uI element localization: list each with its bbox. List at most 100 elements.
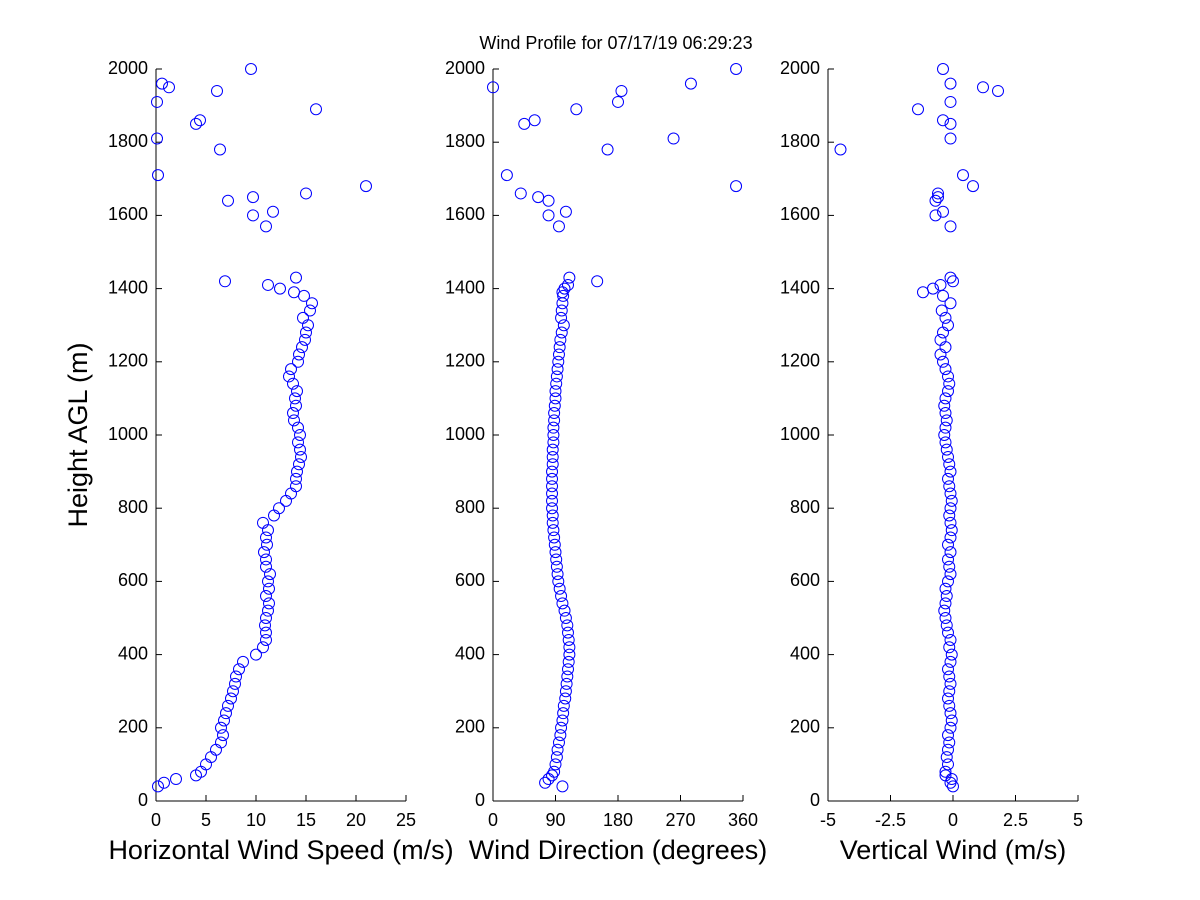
scatter-point <box>194 114 206 127</box>
scatter-point <box>554 729 567 742</box>
x-tick-label: 5 <box>1073 810 1083 830</box>
y-tick-label: 1400 <box>108 277 148 297</box>
scatter-point <box>939 436 952 449</box>
scatter-point <box>500 169 513 182</box>
x-tick-label: 10 <box>246 810 266 830</box>
scatter-point <box>292 421 304 434</box>
scatter-point <box>942 663 954 676</box>
scatter-point <box>942 538 954 551</box>
scatter-point <box>944 297 957 310</box>
scatter-point <box>296 341 308 354</box>
scatter-point <box>942 553 954 566</box>
scatter-point <box>546 458 559 471</box>
scatter-point <box>945 524 958 537</box>
scatter-point <box>562 626 574 639</box>
scatter-point <box>546 472 559 485</box>
scatter-point <box>945 773 958 786</box>
scatter-point <box>944 707 957 720</box>
y-tick-label: 1200 <box>780 351 820 371</box>
scatter-point <box>942 729 954 742</box>
x-axis-label: Vertical Wind (m/s) <box>840 835 1067 865</box>
scatter-point <box>548 765 561 778</box>
scatter-point <box>551 363 564 376</box>
x-tick-label: 270 <box>665 810 695 830</box>
scatter-point <box>222 699 234 712</box>
y-tick-label: 1000 <box>780 424 820 444</box>
scatter-point <box>561 670 574 683</box>
scatter-point <box>944 677 957 690</box>
scatter-point <box>163 81 175 94</box>
scatter-point <box>261 538 273 551</box>
scatter-point <box>290 271 302 284</box>
scatter-point <box>944 546 957 559</box>
scatter-point <box>220 707 232 720</box>
scatter-point <box>940 619 953 632</box>
y-tick-label: 0 <box>810 790 820 810</box>
scatter-point <box>944 77 957 90</box>
scatter-point <box>938 604 951 617</box>
y-tick-label: 1200 <box>108 351 148 371</box>
scatter-point <box>532 191 545 204</box>
scatter-point <box>939 392 952 405</box>
scatter-point <box>546 443 559 456</box>
scatter-point <box>257 516 269 529</box>
scatter-point <box>219 275 231 288</box>
scatter-point <box>290 480 302 493</box>
scatter-point <box>549 392 562 405</box>
y-tick-label: 1800 <box>780 131 820 151</box>
scatter-point <box>944 516 957 529</box>
scatter-point <box>294 443 306 456</box>
x-tick-label: 180 <box>603 810 633 830</box>
scatter-point <box>559 205 572 218</box>
scatter-point <box>260 626 272 639</box>
scatter-point <box>939 421 952 434</box>
scatter-point <box>550 377 563 390</box>
scatter-point <box>547 524 560 537</box>
scatter-point <box>555 721 568 734</box>
scatter-point <box>944 465 957 478</box>
scatter-point <box>258 546 270 559</box>
scatter-point <box>938 429 951 441</box>
scatter-point <box>233 663 245 676</box>
scatter-point <box>917 286 929 299</box>
y-tick-label: 600 <box>790 570 820 590</box>
scatter-point <box>942 743 954 756</box>
scatter-point <box>942 472 954 485</box>
x-tick-label: 5 <box>201 810 211 830</box>
scatter-point <box>945 494 958 507</box>
scatter-point <box>546 450 559 463</box>
scatter-point <box>292 436 304 449</box>
y-tick-label: 2000 <box>780 58 820 78</box>
scatter-point <box>152 169 164 182</box>
scatter-point <box>943 736 956 749</box>
scatter-point <box>939 769 952 782</box>
x-tick-label: 2.5 <box>1003 810 1028 830</box>
scatter-point <box>943 685 956 698</box>
scatter-point <box>730 63 743 75</box>
scatter-point <box>310 103 322 116</box>
scatter-point <box>260 220 272 233</box>
scatter-point <box>557 707 570 720</box>
scatter-point <box>932 187 944 200</box>
scatter-point <box>943 670 956 683</box>
y-tick-label: 1600 <box>445 204 485 224</box>
scatter-point <box>548 538 561 551</box>
scatter-point <box>940 414 953 427</box>
y-tick-label: 400 <box>118 643 148 663</box>
scatter-point <box>300 326 312 339</box>
scatter-point <box>215 736 227 749</box>
scatter-point <box>730 180 743 193</box>
scatter-point <box>550 751 563 764</box>
scatter-point <box>562 663 574 676</box>
scatter-point <box>939 582 952 595</box>
scatter-point <box>944 531 957 544</box>
y-tick-label: 1600 <box>108 204 148 224</box>
scatter-point <box>939 612 952 624</box>
scatter-point <box>546 465 559 478</box>
x-tick-label: 360 <box>728 810 758 830</box>
scatter-point <box>273 502 285 515</box>
scatter-point <box>291 465 303 478</box>
scatter-point <box>304 304 316 317</box>
scatter-point <box>938 399 951 412</box>
